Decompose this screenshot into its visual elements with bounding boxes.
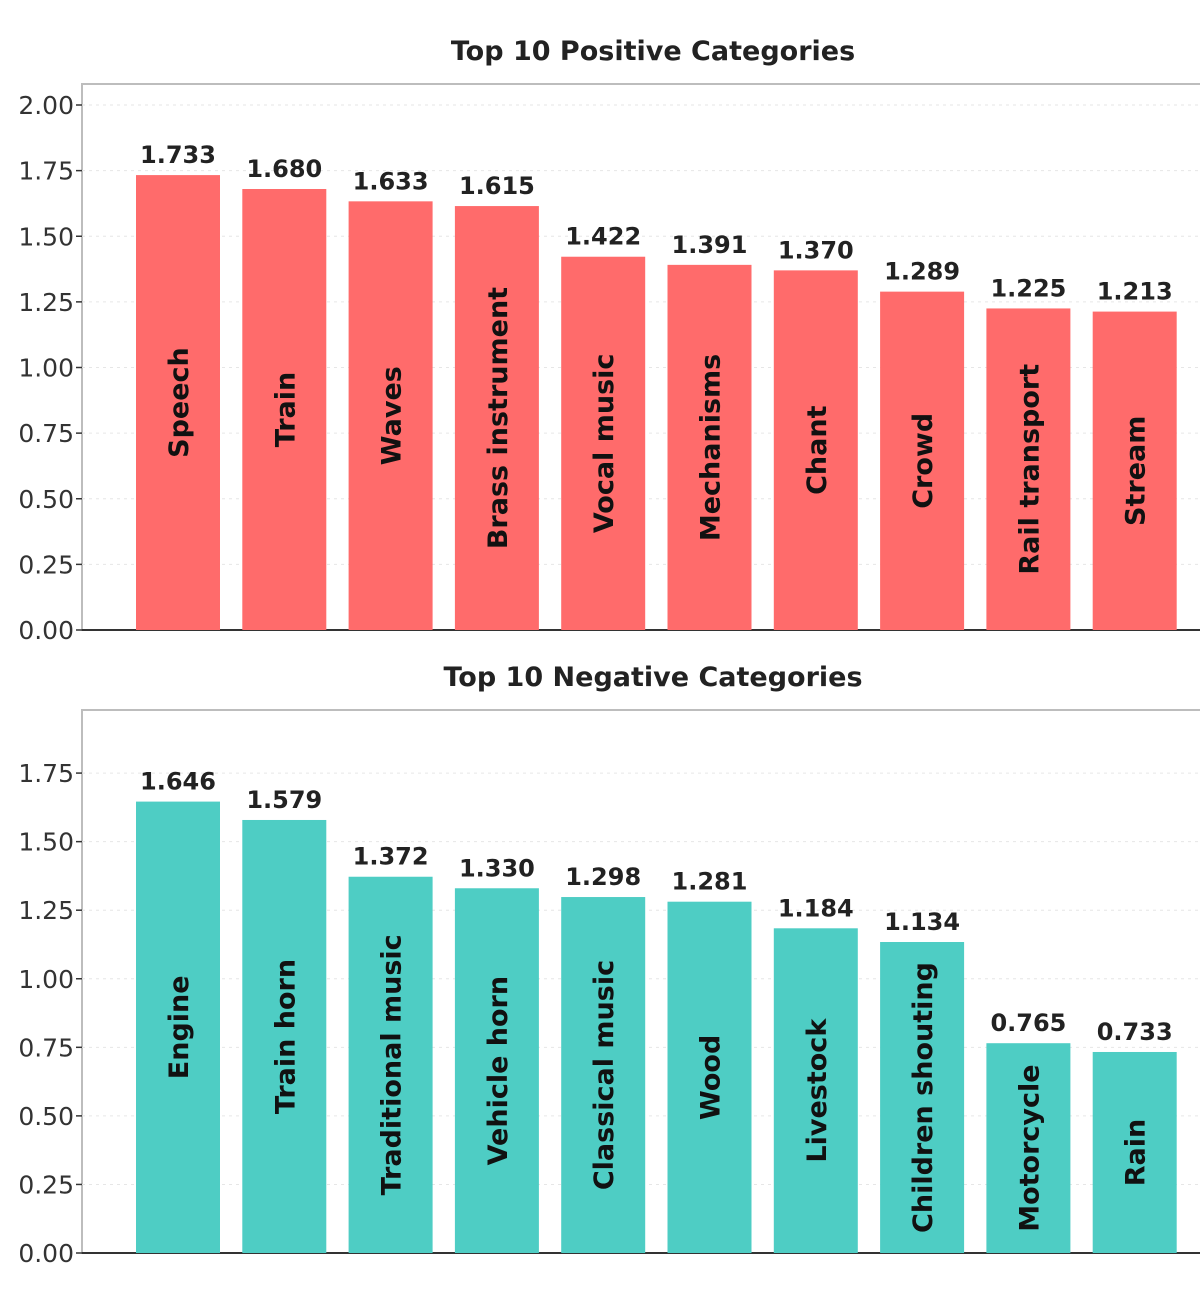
negative-chart-plot: 0.00 0.25 0.50 0.75 1.00 1.25 1.50 1.75 1.646 Eng… — [18, 709, 1200, 1268]
negative-category-label: Livestock — [802, 1018, 833, 1163]
positive-bar-chant — [773, 270, 858, 630]
negative-category-label: Engine — [164, 975, 195, 1079]
negative-bar-motorcycle — [986, 1043, 1071, 1253]
negative-bar-traditional-music — [348, 876, 433, 1253]
negative-y-tick-label: 0.00 — [18, 1239, 74, 1268]
positive-category-label: Crowd — [908, 413, 939, 509]
negative-category-label: Children shouting — [908, 962, 939, 1233]
positive-category-label: Train — [270, 372, 301, 447]
positive-value-label: 1.213 — [1097, 278, 1173, 306]
positive-value-label: 1.633 — [353, 167, 429, 195]
negative-bar-livestock — [773, 928, 858, 1253]
positive-bar-mechanisms — [667, 264, 752, 630]
positive-bar-vocal-music — [561, 256, 646, 630]
negative-y-tick-label: 1.50 — [18, 828, 74, 857]
positive-value-label: 1.370 — [778, 236, 854, 264]
positive-category-label: Stream — [1121, 416, 1152, 526]
negative-bar-engine — [136, 801, 220, 1253]
negative-value-label: 1.372 — [353, 843, 429, 871]
positive-category-label: Vocal music — [589, 354, 620, 534]
positive-category-label: Rail transport — [1014, 364, 1045, 575]
negative-bar-classical-music — [561, 897, 646, 1253]
positive-y-tick-label: 1.25 — [18, 288, 74, 317]
positive-y-tick-label: 1.00 — [18, 354, 74, 383]
negative-value-label: 1.330 — [459, 854, 535, 882]
negative-value-label: 1.184 — [778, 894, 854, 922]
positive-category-label: Waves — [377, 366, 408, 465]
negative-bar-rain — [1092, 1051, 1177, 1253]
negative-y-tick-label: 0.50 — [18, 1102, 74, 1131]
positive-value-label: 1.225 — [990, 274, 1066, 302]
negative-value-label: 1.646 — [140, 768, 216, 796]
positive-bar-train — [242, 189, 327, 630]
positive-value-label: 1.680 — [246, 155, 322, 183]
negative-value-label: 1.281 — [672, 868, 748, 896]
negative-category-label: Wood — [696, 1035, 727, 1120]
positive-y-tick-label: 0.25 — [18, 550, 74, 579]
negative-y-tick-label: 0.25 — [18, 1170, 74, 1199]
positive-chart: Top 10 Positive Categories 0.000.250.500… — [18, 36, 1200, 645]
positive-bar-rail-transport — [986, 308, 1071, 630]
negative-category-label: Classical music — [589, 960, 620, 1190]
negative-category-label: Rain — [1121, 1119, 1152, 1187]
positive-bar-stream — [1092, 311, 1177, 630]
positive-y-tick-label: 1.50 — [18, 222, 74, 251]
negative-category-label: Vehicle horn — [483, 976, 514, 1166]
positive-value-label: 1.289 — [884, 258, 960, 286]
positive-y-tick-label: 2.00 — [18, 91, 74, 120]
positive-value-label: 1.391 — [672, 231, 748, 259]
negative-bar-vehicle-horn — [454, 888, 539, 1253]
negative-bar-children-shouting — [880, 942, 965, 1253]
negative-value-label: 1.579 — [246, 786, 322, 814]
negative-value-label: 0.733 — [1097, 1018, 1173, 1046]
negative-y-tick-label: 0.75 — [18, 1033, 74, 1062]
positive-chart-plot: 0.00 0.25 0.50 0.75 1.00 1.25 1.50 1.75 2.00 1.73… — [18, 83, 1200, 645]
negative-y-tick-label: 1.25 — [18, 896, 74, 925]
positive-category-label: Chant — [802, 405, 833, 494]
negative-value-label: 1.298 — [565, 863, 641, 891]
positive-y-tick-label: 0.00 — [18, 616, 74, 645]
positive-y-tick-label: 0.75 — [18, 419, 74, 448]
positive-category-label: Speech — [164, 347, 195, 458]
negative-category-label: Motorcycle — [1014, 1064, 1045, 1231]
negative-bar-train-horn — [242, 819, 327, 1253]
positive-y-tick-label: 0.50 — [18, 485, 74, 514]
negative-value-label: 1.134 — [884, 908, 960, 936]
negative-bar-wood — [667, 901, 752, 1253]
negative-chart: Top 10 Negative Categories 0.000.250.500… — [18, 662, 1200, 1268]
positive-bar-speech — [136, 175, 220, 630]
negative-value-label: 0.765 — [990, 1009, 1066, 1037]
negative-y-tick-label: 1.75 — [18, 759, 74, 788]
positive-value-label: 1.733 — [140, 141, 216, 169]
positive-bar-brass-instrument — [454, 206, 539, 630]
positive-bar-waves — [348, 201, 433, 630]
positive-chart-title: Top 10 Positive Categories — [451, 36, 855, 67]
positive-category-label: Mechanisms — [696, 354, 727, 541]
negative-category-label: Traditional music — [377, 934, 408, 1195]
positive-value-label: 1.615 — [459, 172, 535, 200]
positive-value-label: 1.422 — [565, 223, 641, 251]
negative-category-label: Train horn — [270, 959, 301, 1114]
negative-y-tick-label: 1.00 — [18, 965, 74, 994]
positive-y-tick-label: 1.75 — [18, 157, 74, 186]
negative-chart-title: Top 10 Negative Categories — [443, 662, 862, 693]
positive-category-label: Brass instrument — [483, 287, 514, 549]
positive-bar-crowd — [880, 291, 965, 630]
